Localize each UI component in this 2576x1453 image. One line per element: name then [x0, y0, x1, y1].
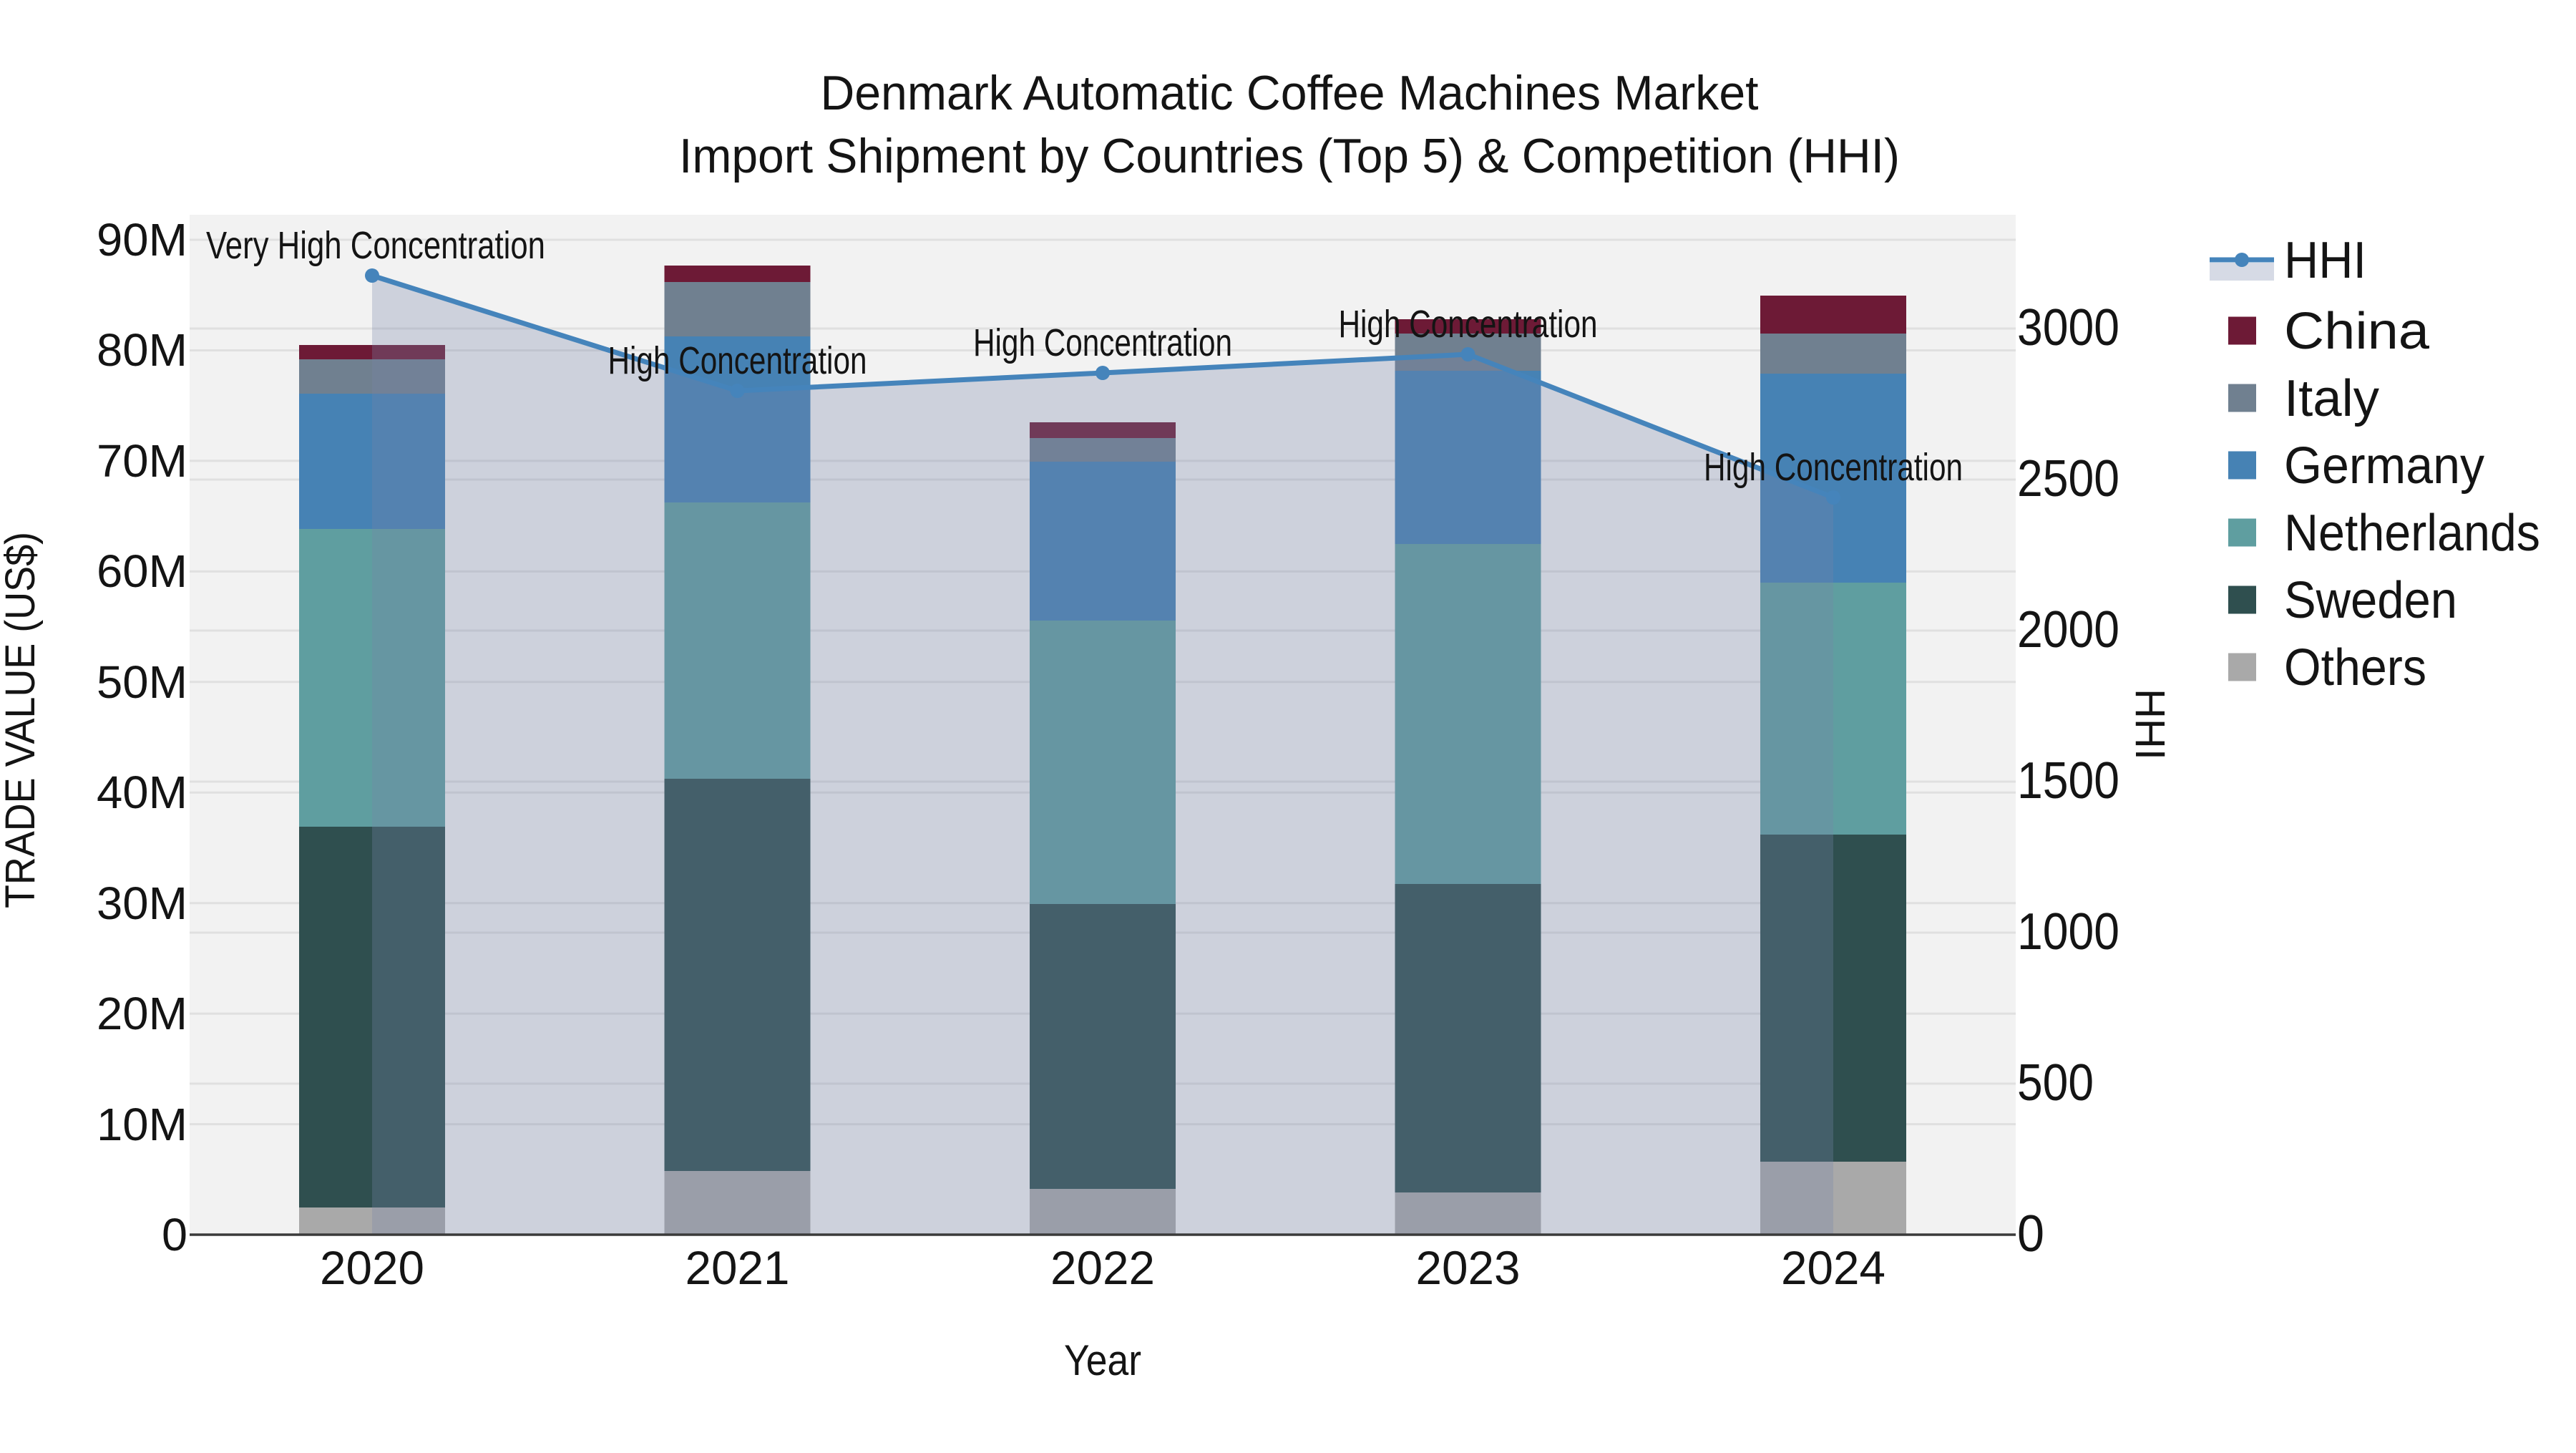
svg-text:2000: 2000 [2017, 601, 2119, 659]
svg-text:500: 500 [2017, 1054, 2094, 1112]
svg-text:2021: 2021 [686, 1241, 790, 1294]
svg-text:High Concentration: High Concentration [608, 339, 867, 382]
svg-text:High Concentration: High Concentration [973, 321, 1232, 364]
svg-text:60M: 60M [97, 545, 187, 597]
svg-text:0: 0 [2017, 1205, 2044, 1263]
svg-text:Germany: Germany [2284, 437, 2484, 495]
svg-text:Very High Concentration: Very High Concentration [206, 224, 545, 267]
svg-text:Others: Others [2284, 639, 2426, 696]
svg-text:Netherlands: Netherlands [2284, 505, 2540, 562]
svg-text:3000: 3000 [2017, 299, 2119, 356]
svg-text:80M: 80M [97, 324, 187, 376]
svg-text:2020: 2020 [320, 1241, 424, 1294]
svg-text:Year: Year [1064, 1336, 1141, 1384]
svg-text:0: 0 [162, 1209, 187, 1260]
svg-text:30M: 30M [97, 878, 187, 929]
svg-text:1500: 1500 [2017, 752, 2119, 810]
svg-text:Italy: Italy [2284, 370, 2379, 427]
svg-text:2500: 2500 [2017, 450, 2119, 507]
svg-text:Import Shipment by Countries (: Import Shipment by Countries (Top 5) & C… [679, 129, 1900, 183]
svg-text:1000: 1000 [2017, 903, 2119, 961]
svg-text:10M: 10M [97, 1099, 187, 1150]
svg-text:TRADE VALUE (US$): TRADE VALUE (US$) [0, 532, 44, 908]
svg-text:90M: 90M [97, 214, 187, 266]
svg-text:2022: 2022 [1050, 1241, 1155, 1294]
svg-text:2023: 2023 [1416, 1241, 1521, 1294]
svg-text:HHI: HHI [2284, 232, 2366, 289]
svg-text:2024: 2024 [1781, 1241, 1885, 1294]
svg-text:China: China [2284, 303, 2430, 360]
svg-text:High Concentration: High Concentration [1339, 303, 1598, 346]
svg-text:20M: 20M [97, 988, 187, 1039]
svg-text:50M: 50M [97, 656, 187, 708]
svg-text:70M: 70M [97, 435, 187, 487]
svg-text:Sweden: Sweden [2284, 572, 2457, 629]
svg-text:40M: 40M [97, 767, 187, 818]
svg-text:High Concentration: High Concentration [1704, 446, 1963, 489]
svg-text:Denmark Automatic Coffee Machi: Denmark Automatic Coffee Machines Market [821, 66, 1759, 120]
svg-text:HHI: HHI [2127, 689, 2173, 760]
